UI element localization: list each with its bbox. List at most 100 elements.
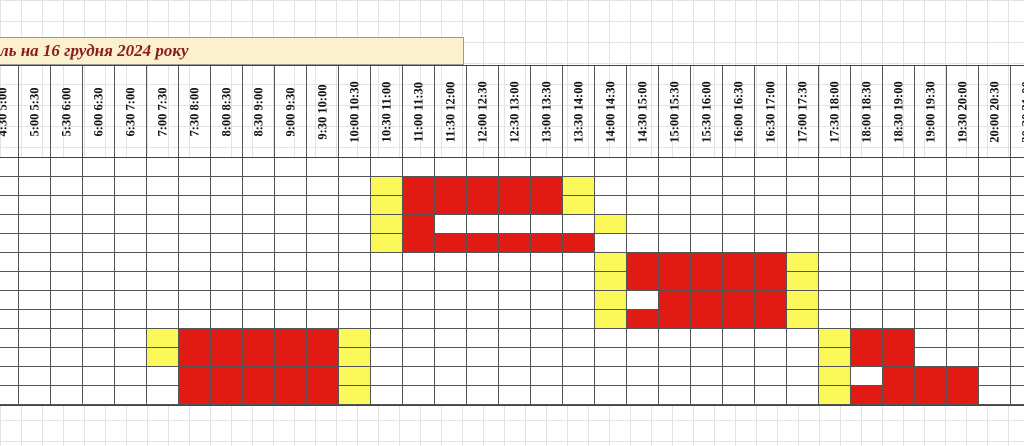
outage-cell — [755, 272, 787, 291]
time-slot-header-cell: 5:00 5:30 — [19, 66, 51, 157]
power-on-cell — [691, 386, 723, 405]
power-on-cell — [979, 329, 1011, 348]
power-on-cell — [435, 348, 467, 367]
power-on-cell — [339, 177, 371, 196]
power-on-cell — [211, 272, 243, 291]
possible-outage-cell — [371, 196, 403, 215]
power-on-cell — [179, 234, 211, 253]
power-on-cell — [339, 215, 371, 234]
outage-cell — [531, 196, 563, 215]
time-slot-header-cell: 18:30 19:00 — [883, 66, 915, 157]
outage-cell — [723, 310, 755, 329]
time-slot-label: 12:30 13:00 — [507, 81, 521, 143]
power-on-cell — [531, 386, 563, 405]
outage-cell — [947, 367, 979, 386]
power-on-cell — [51, 253, 83, 272]
power-on-cell — [659, 329, 691, 348]
outage-cell — [723, 291, 755, 310]
time-slot-label: 4:30 5:00 — [0, 87, 9, 137]
power-on-cell — [755, 215, 787, 234]
power-on-cell — [1011, 196, 1024, 215]
power-on-cell — [83, 253, 115, 272]
outage-cell — [179, 329, 211, 348]
power-on-cell — [115, 329, 147, 348]
possible-outage-cell — [339, 348, 371, 367]
power-on-cell — [723, 367, 755, 386]
power-on-cell — [595, 196, 627, 215]
outage-cell — [563, 234, 595, 253]
power-on-cell — [19, 158, 51, 177]
power-on-cell — [115, 310, 147, 329]
power-on-cell — [403, 291, 435, 310]
power-on-cell — [275, 310, 307, 329]
time-slot-header-cell: 13:30 14:00 — [563, 66, 595, 157]
power-on-cell — [659, 215, 691, 234]
power-on-cell — [755, 234, 787, 253]
power-on-cell — [595, 177, 627, 196]
power-on-cell — [947, 215, 979, 234]
power-on-cell — [627, 348, 659, 367]
time-slot-header-cell: 9:30 10:00 — [307, 66, 339, 157]
power-on-cell — [627, 215, 659, 234]
power-on-cell — [819, 272, 851, 291]
power-on-cell — [0, 196, 19, 215]
power-on-cell — [627, 386, 659, 405]
time-slot-header-cell: 20:30 21:00 — [1011, 66, 1024, 157]
time-slot-label: 16:00 16:30 — [731, 81, 745, 143]
power-on-cell — [691, 367, 723, 386]
power-on-cell — [723, 196, 755, 215]
power-on-cell — [563, 272, 595, 291]
power-on-cell — [0, 329, 19, 348]
power-on-cell — [499, 158, 531, 177]
possible-outage-cell — [787, 253, 819, 272]
power-on-cell — [19, 215, 51, 234]
time-slot-header-cell: 7:30 8:00 — [179, 66, 211, 157]
power-on-cell — [883, 234, 915, 253]
power-on-cell — [243, 234, 275, 253]
outage-cell — [627, 272, 659, 291]
possible-outage-cell — [787, 310, 819, 329]
outage-cell — [755, 253, 787, 272]
possible-outage-cell — [147, 348, 179, 367]
power-on-cell — [1011, 367, 1024, 386]
power-on-cell — [979, 386, 1011, 405]
time-slot-label: 12:00 12:30 — [475, 81, 489, 143]
outage-cell — [275, 329, 307, 348]
outage-cell — [531, 234, 563, 253]
power-on-cell — [979, 196, 1011, 215]
power-on-cell — [147, 215, 179, 234]
power-on-cell — [83, 196, 115, 215]
power-on-cell — [403, 348, 435, 367]
power-on-cell — [19, 329, 51, 348]
power-on-cell — [755, 158, 787, 177]
possible-outage-cell — [371, 177, 403, 196]
power-on-cell — [83, 177, 115, 196]
power-on-cell — [883, 253, 915, 272]
power-on-cell — [979, 348, 1011, 367]
power-on-cell — [275, 291, 307, 310]
time-slot-header-cell: 18:00 18:30 — [851, 66, 883, 157]
time-slot-label: 8:00 8:30 — [219, 87, 233, 137]
power-on-cell — [595, 158, 627, 177]
possible-outage-cell — [787, 272, 819, 291]
power-on-cell — [147, 177, 179, 196]
power-on-cell — [147, 386, 179, 405]
time-slot-label: 17:00 17:30 — [795, 81, 809, 143]
outage-cell — [179, 386, 211, 405]
power-on-cell — [755, 177, 787, 196]
outage-cell — [211, 367, 243, 386]
time-slot-label: 19:00 19:30 — [923, 81, 937, 143]
power-on-cell — [595, 234, 627, 253]
power-on-cell — [883, 158, 915, 177]
possible-outage-cell — [595, 272, 627, 291]
possible-outage-cell — [819, 386, 851, 405]
time-slot-label: 10:00 10:30 — [347, 81, 361, 143]
power-on-cell — [851, 158, 883, 177]
power-on-cell — [627, 329, 659, 348]
power-on-cell — [691, 348, 723, 367]
outage-cell — [723, 272, 755, 291]
power-on-cell — [243, 196, 275, 215]
possible-outage-cell — [819, 329, 851, 348]
power-on-cell — [627, 196, 659, 215]
power-on-cell — [115, 253, 147, 272]
